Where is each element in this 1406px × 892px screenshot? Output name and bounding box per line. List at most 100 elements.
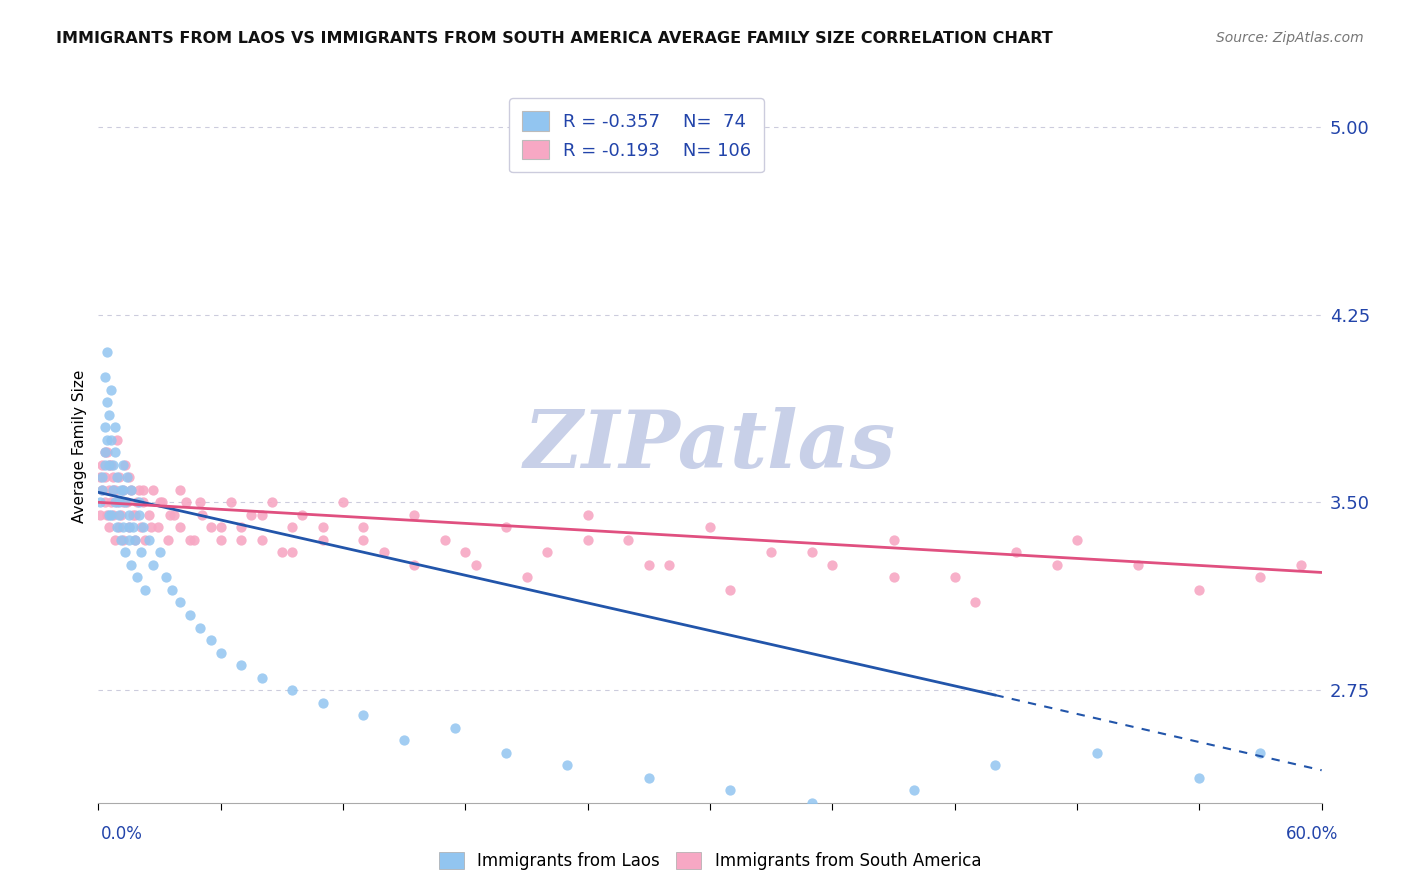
Point: [219, 495, 242, 509]
Point: [312, 696, 335, 710]
Point: [699, 520, 721, 534]
Point: [149, 495, 172, 509]
Point: [240, 508, 263, 522]
Point: [104, 495, 127, 509]
Point: [115, 495, 138, 509]
Point: [110, 533, 132, 547]
Point: [1291, 558, 1313, 572]
Point: [118, 470, 141, 484]
Point: [97, 483, 120, 497]
Point: [118, 508, 141, 522]
Point: [291, 508, 314, 522]
Point: [576, 508, 599, 522]
Point: [495, 520, 517, 534]
Point: [128, 483, 150, 497]
Point: [124, 508, 146, 522]
Point: [114, 458, 136, 472]
Point: [965, 595, 987, 609]
Point: [191, 508, 214, 522]
Point: [105, 495, 128, 509]
Point: [984, 758, 1007, 772]
Point: [281, 545, 304, 559]
Point: [108, 495, 131, 509]
Y-axis label: Average Family Size: Average Family Size: [72, 369, 87, 523]
Point: [132, 483, 155, 497]
Point: [105, 433, 128, 447]
Point: [108, 470, 131, 484]
Point: [250, 533, 273, 547]
Point: [101, 483, 124, 497]
Point: [114, 545, 136, 559]
Point: [129, 545, 152, 559]
Point: [1004, 545, 1026, 559]
Point: [96, 445, 118, 459]
Point: [97, 458, 120, 472]
Point: [93, 470, 115, 484]
Point: [104, 483, 127, 497]
Point: [97, 508, 120, 522]
Text: 0.0%: 0.0%: [101, 825, 143, 843]
Point: [352, 520, 374, 534]
Point: [1128, 558, 1150, 572]
Point: [146, 520, 169, 534]
Point: [658, 558, 681, 572]
Point: [231, 520, 253, 534]
Point: [93, 445, 115, 459]
Point: [392, 733, 416, 747]
Point: [250, 508, 273, 522]
Point: [332, 495, 354, 509]
Point: [115, 470, 138, 484]
Point: [1085, 746, 1108, 760]
Point: [134, 582, 156, 597]
Point: [132, 495, 155, 509]
Point: [250, 671, 273, 685]
Point: [120, 483, 142, 497]
Point: [97, 408, 120, 422]
Point: [120, 483, 142, 497]
Point: [404, 508, 426, 522]
Point: [231, 533, 253, 547]
Point: [89, 495, 111, 509]
Point: [555, 758, 579, 772]
Point: [91, 483, 114, 497]
Point: [96, 433, 118, 447]
Point: [883, 533, 905, 547]
Point: [1188, 582, 1211, 597]
Point: [138, 508, 160, 522]
Point: [281, 683, 304, 698]
Point: [1249, 570, 1271, 584]
Point: [128, 508, 150, 522]
Point: [1188, 771, 1211, 785]
Point: [179, 533, 201, 547]
Point: [270, 545, 294, 559]
Point: [188, 621, 212, 635]
Point: [101, 508, 124, 522]
Point: [96, 345, 118, 359]
Point: [260, 495, 283, 509]
Point: [104, 533, 127, 547]
Point: [637, 558, 661, 572]
Point: [101, 470, 124, 484]
Point: [169, 520, 191, 534]
Point: [91, 470, 114, 484]
Text: 60.0%: 60.0%: [1286, 825, 1339, 843]
Point: [454, 545, 477, 559]
Legend: R = -0.357    N=  74, R = -0.193    N= 106: R = -0.357 N= 74, R = -0.193 N= 106: [509, 98, 763, 172]
Point: [903, 783, 925, 797]
Point: [352, 533, 374, 547]
Point: [373, 545, 395, 559]
Point: [281, 520, 304, 534]
Point: [943, 570, 966, 584]
Point: [111, 483, 134, 497]
Point: [124, 533, 146, 547]
Point: [108, 508, 131, 522]
Point: [444, 721, 467, 735]
Point: [312, 520, 335, 534]
Point: [163, 508, 186, 522]
Point: [128, 495, 150, 509]
Point: [156, 533, 179, 547]
Point: [1066, 533, 1088, 547]
Point: [100, 458, 122, 472]
Point: [100, 508, 122, 522]
Point: [188, 495, 212, 509]
